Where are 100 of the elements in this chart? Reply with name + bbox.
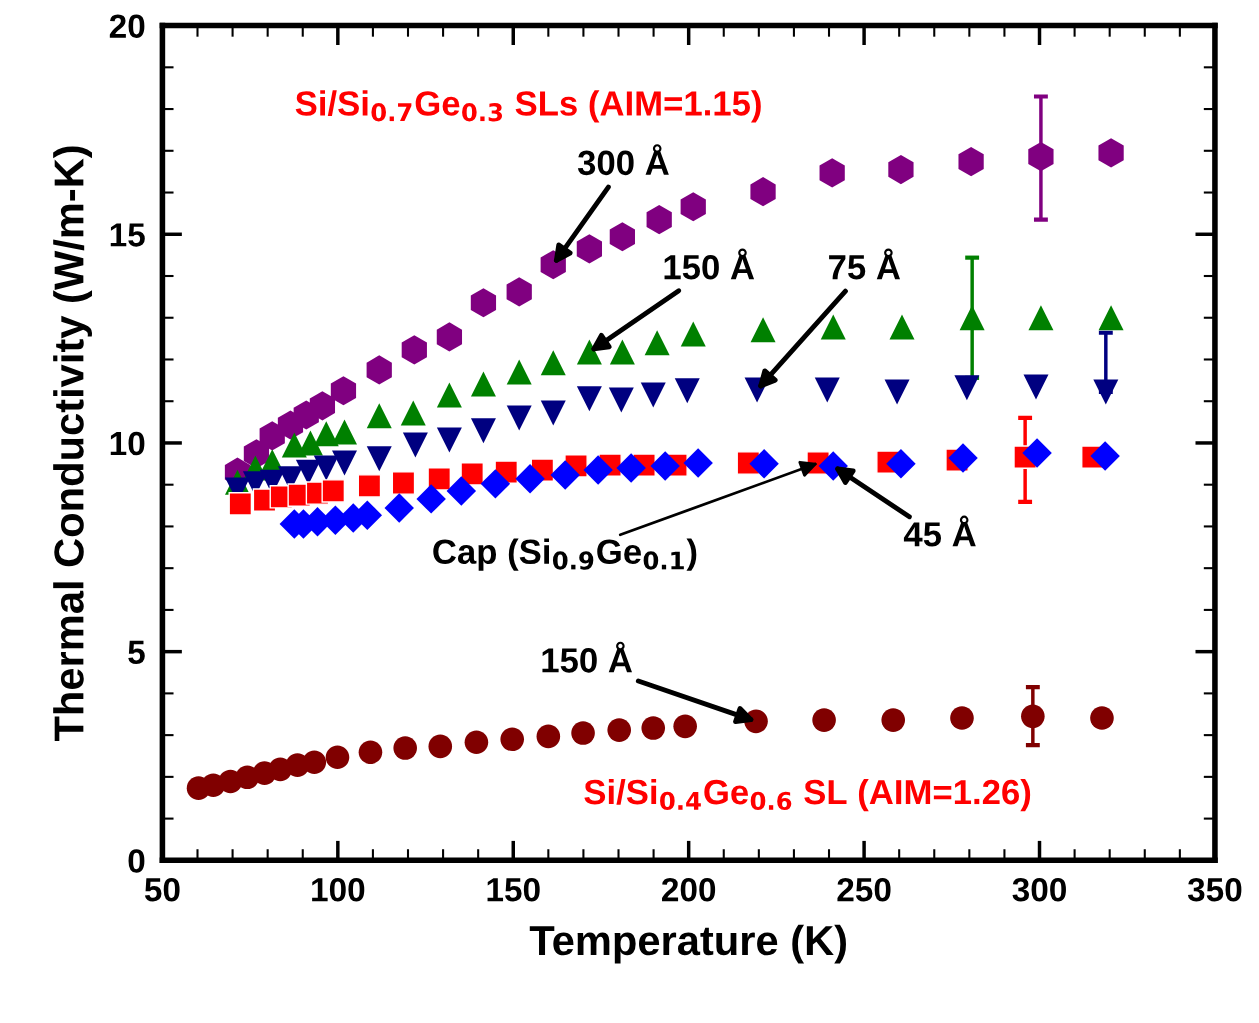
x-tick-label: 150 <box>487 877 540 902</box>
point <box>321 479 346 503</box>
point <box>540 400 566 426</box>
point <box>607 718 632 742</box>
point <box>576 339 602 365</box>
point <box>958 147 984 177</box>
point <box>680 321 706 347</box>
point <box>644 330 670 356</box>
point <box>749 449 779 479</box>
point <box>536 724 561 749</box>
y-tick-label: 5 <box>128 640 145 665</box>
point <box>1022 438 1052 468</box>
point <box>583 455 613 485</box>
point <box>332 450 357 476</box>
annotation: 300 Å <box>577 144 669 176</box>
point <box>750 177 776 207</box>
point <box>1090 706 1114 730</box>
point <box>609 222 635 252</box>
annotation: Si/Si$_{0.4}$Ge$_{0.6}$ SL (AIM=1.26) <box>584 778 1031 812</box>
point <box>309 391 336 421</box>
point <box>436 322 463 352</box>
point <box>330 376 357 406</box>
point <box>1023 374 1049 400</box>
x-axis-title: Temperature (K) <box>529 924 846 964</box>
point <box>608 387 634 413</box>
point <box>313 455 339 481</box>
point <box>812 708 836 732</box>
annotation: 75 Å <box>829 248 901 280</box>
annotation: 45 Å <box>903 515 976 547</box>
point <box>436 382 462 408</box>
point <box>506 277 532 307</box>
point <box>884 379 910 405</box>
point <box>400 400 426 426</box>
y-tick-label: 15 <box>110 223 145 247</box>
y-tick-label: 20 <box>109 14 145 38</box>
point <box>950 706 974 730</box>
point <box>1098 305 1124 331</box>
point <box>402 432 428 458</box>
point <box>313 421 339 447</box>
point <box>640 382 666 408</box>
point <box>506 359 532 385</box>
point <box>641 716 666 740</box>
point <box>1093 379 1119 405</box>
point <box>428 734 453 759</box>
point <box>1090 441 1120 471</box>
point <box>814 377 840 403</box>
point <box>1028 142 1054 172</box>
x-tick-label: 300 <box>1012 877 1066 902</box>
point <box>886 449 916 479</box>
annotation: Si/Si$_{0.7}$Ge$_{0.3}$ SLs (AIM=1.15) <box>295 90 761 123</box>
point <box>576 234 603 264</box>
point <box>959 305 985 331</box>
point <box>384 493 414 523</box>
point <box>948 443 978 473</box>
point <box>515 464 545 494</box>
point <box>446 476 477 506</box>
x-tick-label: 350 <box>1187 877 1242 902</box>
point <box>540 350 566 376</box>
point <box>500 727 525 752</box>
point <box>888 154 914 185</box>
y-axis-title: Thermal Conductivity (W/m-K) <box>53 146 92 742</box>
point <box>820 314 846 340</box>
point <box>366 446 392 472</box>
point <box>550 460 580 490</box>
point <box>571 721 595 745</box>
point <box>228 492 253 516</box>
point <box>416 484 446 514</box>
point <box>819 158 845 188</box>
point <box>674 378 700 404</box>
x-tick-label: 50 <box>144 877 180 902</box>
point <box>325 745 350 770</box>
point <box>646 205 672 235</box>
point <box>470 418 496 444</box>
point <box>954 375 980 401</box>
point <box>683 448 713 478</box>
point <box>480 469 511 499</box>
point <box>358 740 383 765</box>
point <box>436 427 462 453</box>
point <box>1028 305 1054 331</box>
point <box>616 453 646 483</box>
y-tick-label: 0 <box>128 849 145 873</box>
point <box>506 405 532 431</box>
point <box>366 355 392 385</box>
annotation: 150 Å <box>664 248 755 280</box>
point <box>366 403 392 429</box>
point <box>357 474 382 498</box>
point <box>609 339 635 365</box>
point <box>650 451 680 481</box>
point <box>302 750 327 775</box>
point <box>427 467 452 491</box>
annotation: Cap (Si$_{0.9}$Ge$_{0.1}$) <box>433 538 697 571</box>
point <box>391 471 416 495</box>
point <box>470 371 496 397</box>
point <box>750 317 776 343</box>
x-tick-label: 250 <box>837 877 891 902</box>
point <box>470 288 497 318</box>
point <box>393 736 417 760</box>
point <box>401 335 427 365</box>
point <box>680 192 706 222</box>
point <box>464 730 489 755</box>
